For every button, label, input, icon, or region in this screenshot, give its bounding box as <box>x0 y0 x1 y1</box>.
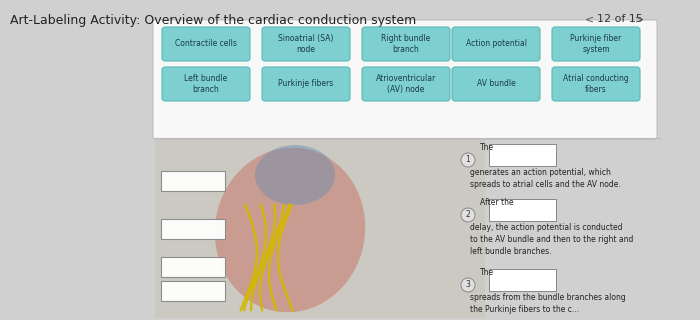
Text: 1: 1 <box>466 156 470 164</box>
FancyBboxPatch shape <box>161 257 225 277</box>
FancyBboxPatch shape <box>489 199 556 221</box>
Text: >: > <box>635 14 644 24</box>
FancyBboxPatch shape <box>153 20 657 139</box>
Text: 3: 3 <box>466 281 470 290</box>
Text: 2: 2 <box>466 211 470 220</box>
FancyBboxPatch shape <box>161 219 225 239</box>
Text: Contractile cells: Contractile cells <box>175 39 237 49</box>
FancyBboxPatch shape <box>162 27 250 61</box>
Text: spreads from the bundle branches along
the Purkinje fibers to the c...: spreads from the bundle branches along t… <box>470 293 626 314</box>
FancyBboxPatch shape <box>489 269 556 291</box>
FancyBboxPatch shape <box>155 140 485 318</box>
Text: Right bundle
branch: Right bundle branch <box>382 34 430 54</box>
Text: The: The <box>480 268 494 277</box>
FancyBboxPatch shape <box>489 144 556 166</box>
Text: Atrial conducting
fibers: Atrial conducting fibers <box>563 74 629 94</box>
Text: delay, the action potential is conducted
to the AV bundle and then to the right : delay, the action potential is conducted… <box>470 223 634 256</box>
Text: generates an action potential, which
spreads to atrial cells and the AV node.: generates an action potential, which spr… <box>470 168 621 189</box>
FancyBboxPatch shape <box>552 67 640 101</box>
FancyBboxPatch shape <box>161 281 225 301</box>
Circle shape <box>461 278 475 292</box>
Text: Art-Labeling Activity: Overview of the cardiac conduction system: Art-Labeling Activity: Overview of the c… <box>10 14 416 27</box>
Text: Sinoatrial (SA)
node: Sinoatrial (SA) node <box>279 34 334 54</box>
FancyBboxPatch shape <box>262 67 350 101</box>
FancyBboxPatch shape <box>362 27 450 61</box>
Text: Action potential: Action potential <box>466 39 526 49</box>
FancyBboxPatch shape <box>262 27 350 61</box>
Text: Purkinje fibers: Purkinje fibers <box>279 79 334 89</box>
FancyBboxPatch shape <box>552 27 640 61</box>
Circle shape <box>461 208 475 222</box>
FancyBboxPatch shape <box>452 27 540 61</box>
Text: After the: After the <box>480 198 514 207</box>
Circle shape <box>461 153 475 167</box>
Text: Left bundle
branch: Left bundle branch <box>184 74 228 94</box>
FancyBboxPatch shape <box>362 67 450 101</box>
FancyBboxPatch shape <box>452 67 540 101</box>
FancyBboxPatch shape <box>161 171 225 191</box>
Text: 12 of 15: 12 of 15 <box>597 14 643 24</box>
Text: Atrioventricular
(AV) node: Atrioventricular (AV) node <box>376 74 436 94</box>
Ellipse shape <box>215 148 365 312</box>
FancyBboxPatch shape <box>162 67 250 101</box>
Ellipse shape <box>255 145 335 205</box>
Text: AV bundle: AV bundle <box>477 79 515 89</box>
Text: <: < <box>585 14 594 24</box>
Text: Purkinje fiber
system: Purkinje fiber system <box>570 34 622 54</box>
Text: The: The <box>480 143 494 152</box>
